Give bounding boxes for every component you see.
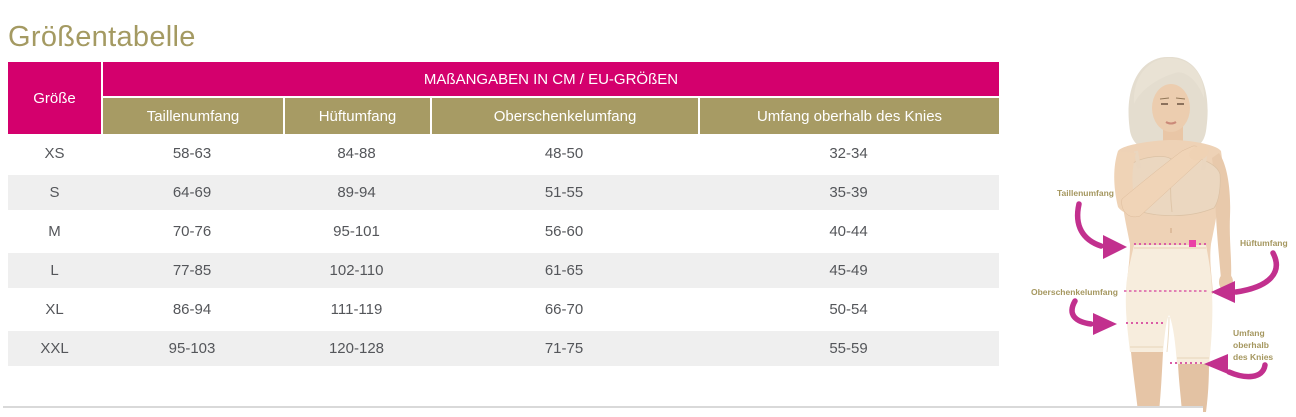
- section-divider: [3, 406, 1203, 414]
- size-cell: L: [8, 251, 101, 290]
- table-cell: 48-50: [430, 134, 698, 173]
- header-row-banner: Größe MAßANGABEN IN CM / EU-GRÖßEN: [8, 62, 999, 134]
- column-header-thigh: Oberschenkelumfang: [430, 98, 698, 134]
- table-row: S 64-69 89-94 51-55 35-39: [8, 173, 999, 212]
- table-cell: 95-101: [283, 212, 430, 251]
- table-cell: 71-75: [430, 329, 698, 368]
- table-row: XL 86-94 111-119 66-70 50-54: [8, 290, 999, 329]
- table-banner: MAßANGABEN IN CM / EU-GRÖßEN: [101, 62, 999, 98]
- leg-right: [1178, 364, 1209, 412]
- waist-arrow-icon: [1075, 201, 1127, 259]
- above-knee-label-line2: oberhalb: [1233, 340, 1269, 350]
- measurement-annotations: Taillenumfang Hüftumfang Oberschenkelumf…: [1031, 188, 1288, 380]
- leg-left: [1131, 352, 1163, 412]
- table-row: XS 58-63 84-88 48-50 32-34: [8, 134, 999, 173]
- page-title: Größentabelle: [8, 21, 196, 54]
- thigh-arrow-icon: [1069, 298, 1117, 335]
- table-cell: 51-55: [430, 173, 698, 212]
- measurement-figure: Taillenumfang Hüftumfang Oberschenkelumf…: [1030, 0, 1296, 412]
- table-row: L 77-85 102-110 61-65 45-49: [8, 251, 999, 290]
- column-header-hip: Hüftumfang: [283, 98, 430, 134]
- above-knee-label-line3: des Knies: [1233, 352, 1273, 362]
- table-cell: 55-59: [698, 329, 999, 368]
- woman-illustration: [1114, 56, 1233, 412]
- table-cell: 35-39: [698, 173, 999, 212]
- table-cell: 111-119: [283, 290, 430, 329]
- waist-marker: [1189, 240, 1196, 247]
- table-cell: 32-34: [698, 134, 999, 173]
- table-cell: 95-103: [101, 329, 283, 368]
- lips: [1165, 121, 1177, 125]
- table-cell: 89-94: [283, 173, 430, 212]
- table-cell: 86-94: [101, 290, 283, 329]
- table-cell: 70-76: [101, 212, 283, 251]
- table-cell: 64-69: [101, 173, 283, 212]
- shorts: [1125, 245, 1213, 364]
- table-row: M 70-76 95-101 56-60 40-44: [8, 212, 999, 251]
- thigh-label: Oberschenkelumfang: [1031, 287, 1118, 297]
- size-cell: XS: [8, 134, 101, 173]
- size-cell: M: [8, 212, 101, 251]
- size-cell: XL: [8, 290, 101, 329]
- hip-arrow-icon: [1211, 250, 1280, 303]
- bra-strap-left: [1134, 150, 1141, 169]
- table-cell: 45-49: [698, 251, 999, 290]
- size-cell: S: [8, 173, 101, 212]
- table-cell: 40-44: [698, 212, 999, 251]
- size-cell: XXL: [8, 329, 101, 368]
- shorts-hems: [1130, 346, 1209, 359]
- hip-label: Hüftumfang: [1240, 238, 1288, 248]
- knee-arrow-icon: [1204, 354, 1268, 380]
- table-row: XXL 95-103 120-128 71-75 55-59: [8, 329, 999, 368]
- table-cell: 84-88: [283, 134, 430, 173]
- column-header-above-knee: Umfang oberhalb des Knies: [698, 98, 999, 134]
- table-cell: 56-60: [430, 212, 698, 251]
- eyebrows: [1159, 97, 1186, 100]
- hair-fringe: [1133, 57, 1205, 104]
- hand-on-shoulder: [1189, 145, 1209, 161]
- column-header-size: Größe: [8, 62, 101, 134]
- table-cell: 66-70: [430, 290, 698, 329]
- shorts-inner-shadow: [1166, 316, 1170, 353]
- table-cell: 61-65: [430, 251, 698, 290]
- header-row-measures: Taillenumfang Hüftumfang Oberschenkelumf…: [8, 98, 999, 134]
- size-chart-table: Größe MAßANGABEN IN CM / EU-GRÖßEN Taill…: [8, 62, 999, 368]
- waist-label: Taillenumfang: [1057, 188, 1114, 198]
- table-cell: 50-54: [698, 290, 999, 329]
- table-cell: 77-85: [101, 251, 283, 290]
- table-cell: 102-110: [283, 251, 430, 290]
- table-cell: 58-63: [101, 134, 283, 173]
- face: [1152, 84, 1190, 132]
- above-knee-label-line1: Umfang: [1233, 328, 1265, 338]
- column-header-waist: Taillenumfang: [101, 98, 283, 134]
- table-cell: 120-128: [283, 329, 430, 368]
